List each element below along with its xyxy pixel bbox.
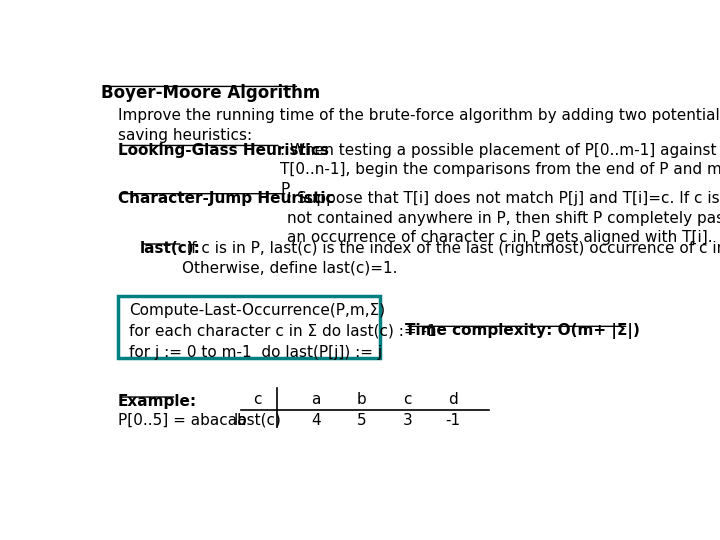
Text: Boyer-Moore Algorithm: Boyer-Moore Algorithm <box>101 84 320 102</box>
Text: Improve the running time of the brute-force algorithm by adding two potentially : Improve the running time of the brute-fo… <box>118 109 720 143</box>
Text: Time complexity: O(m+ |Σ|): Time complexity: O(m+ |Σ|) <box>405 323 640 340</box>
Text: for each character c in Σ do last(c) := -1: for each character c in Σ do last(c) := … <box>129 323 437 339</box>
Text: c: c <box>403 393 412 408</box>
Text: a: a <box>311 393 320 408</box>
Text: 5: 5 <box>357 413 366 428</box>
Text: if c is in P, last(c) is the index of the last (rightmost) occurrence of c in P.: if c is in P, last(c) is the index of th… <box>182 241 720 276</box>
Text: last(c):: last(c): <box>140 241 201 256</box>
Text: Looking-Glass Heuristics: Looking-Glass Heuristics <box>118 143 329 158</box>
Text: -1: -1 <box>446 413 461 428</box>
Text: : When testing a possible placement of P[0..m-1] against
T[0..n-1], begin the co: : When testing a possible placement of P… <box>280 143 720 197</box>
Text: Example:: Example: <box>118 394 197 409</box>
Text: for j := 0 to m-1  do last(P[j]) := j: for j := 0 to m-1 do last(P[j]) := j <box>129 346 382 361</box>
Text: b: b <box>357 393 366 408</box>
Text: last(c): last(c) <box>233 413 282 428</box>
Text: P[0..5] = abacab: P[0..5] = abacab <box>118 413 247 428</box>
Text: c: c <box>253 393 261 408</box>
Text: 3: 3 <box>402 413 413 428</box>
Text: Character-Jump Heuristic: Character-Jump Heuristic <box>118 191 334 206</box>
Text: 4: 4 <box>311 413 321 428</box>
Text: Compute-Last-Occurrence(P,m,Σ): Compute-Last-Occurrence(P,m,Σ) <box>129 302 385 318</box>
Text: d: d <box>449 393 458 408</box>
Text: : Suppose that T[i] does not match P[j] and T[i]=c. If c is
not contained anywhe: : Suppose that T[i] does not match P[j] … <box>287 191 720 245</box>
